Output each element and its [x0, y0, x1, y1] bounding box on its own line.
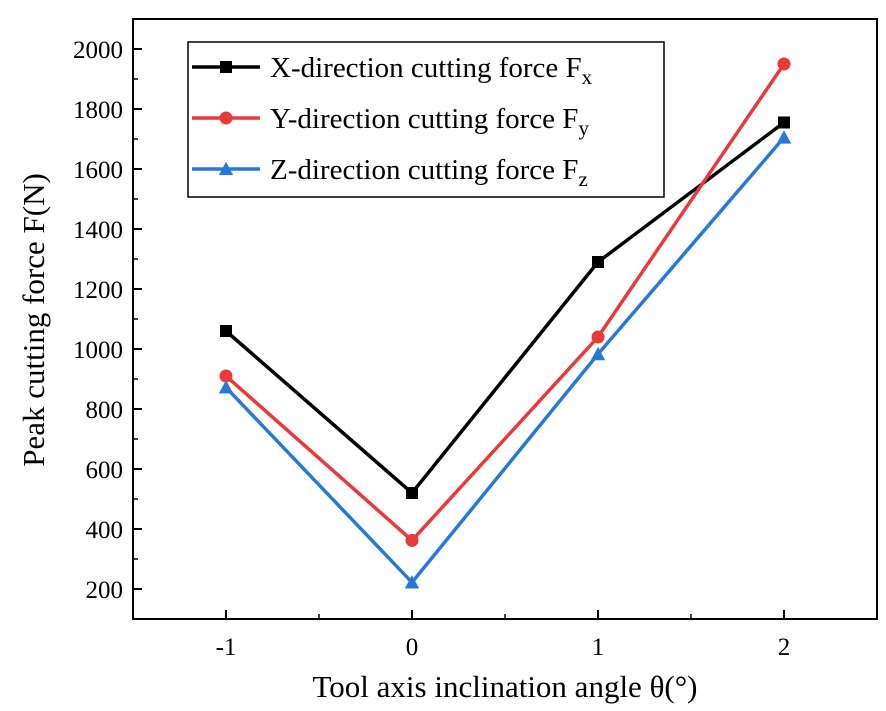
y-axis: 200 400 600 800 1000 1200 1400 1600 1800 2000 [73, 37, 142, 620]
x-tick-label: -1 [216, 634, 237, 661]
legend-label: X-direction cutting force Fx [270, 52, 593, 89]
y-tick-label: 400 [86, 517, 124, 544]
x-tick-label: 0 [406, 634, 419, 661]
y-tick-label: 1000 [73, 337, 123, 364]
data-point [777, 57, 791, 71]
y-axis-title: Peak cutting force F(N) [16, 173, 51, 467]
data-point [778, 116, 790, 129]
series-z [218, 130, 792, 589]
legend: X-direction cutting force Fx Y-direction … [187, 41, 665, 198]
data-point [218, 161, 234, 176]
legend-item-z: Z-direction cutting force Fz [192, 154, 588, 191]
x-tick-label: 1 [592, 634, 605, 661]
x-axis-title: Tool axis inclination angle θ(°) [313, 669, 698, 704]
series-line [224, 63, 786, 543]
legend-item-x: X-direction cutting force Fx [192, 52, 593, 89]
legend-box [187, 41, 665, 198]
series-x [220, 116, 790, 499]
data-point [219, 111, 233, 125]
data-point [406, 487, 418, 499]
series-line [224, 136, 786, 586]
series-layer [218, 57, 792, 589]
data-point [405, 533, 419, 547]
series-y [219, 57, 791, 547]
series-line [224, 121, 786, 496]
data-point [220, 325, 232, 337]
data-point [590, 346, 606, 361]
data-point [220, 61, 232, 73]
x-axis: -1 0 1 2 [132, 610, 878, 661]
legend-item-y: Y-direction cutting force Fy [192, 103, 589, 140]
x-tick-label: 2 [778, 634, 791, 661]
y-tick-label: 2000 [73, 37, 123, 64]
y-tick-label: 1400 [73, 217, 123, 244]
data-point [404, 575, 420, 589]
data-point [218, 380, 234, 394]
data-point [592, 256, 604, 268]
y-tick-label: 1200 [73, 277, 123, 304]
y-tick-label: 800 [86, 397, 124, 424]
legend-label: Y-direction cutting force Fy [270, 103, 589, 140]
y-tick-label: 200 [86, 577, 124, 604]
y-tick-label: 600 [86, 457, 124, 484]
data-point [591, 330, 605, 344]
y-tick-label: 1600 [73, 157, 123, 184]
data-point [776, 130, 792, 144]
y-tick-label: 1800 [73, 97, 123, 124]
data-point [219, 369, 233, 383]
legend-label: Z-direction cutting force Fz [270, 154, 588, 191]
